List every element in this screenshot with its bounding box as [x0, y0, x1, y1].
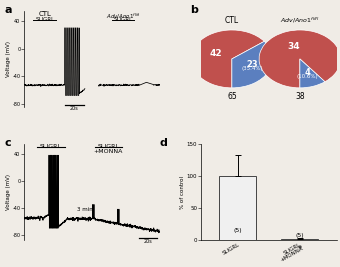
Text: $Adv/Ano1^{fl/fl}$: $Adv/Ano1^{fl/fl}$: [280, 16, 320, 25]
Y-axis label: Voltage (mV): Voltage (mV): [6, 174, 11, 210]
Text: 4: 4: [304, 68, 310, 77]
Text: CTL: CTL: [38, 11, 51, 17]
Wedge shape: [300, 59, 325, 88]
Y-axis label: Voltage (mV): Voltage (mV): [6, 41, 11, 77]
Text: 34: 34: [288, 42, 300, 51]
Text: a: a: [5, 5, 12, 15]
Text: 3 min: 3 min: [77, 207, 92, 212]
Text: SLIGRL: SLIGRL: [40, 144, 62, 150]
Text: 42: 42: [209, 49, 222, 58]
Y-axis label: % of control: % of control: [180, 176, 185, 209]
Text: b: b: [190, 5, 198, 15]
Text: SLIGRL: SLIGRL: [114, 17, 133, 22]
Text: $Adv/Ano1^{fl/fl}$: $Adv/Ano1^{fl/fl}$: [106, 11, 140, 21]
Text: (5): (5): [295, 233, 304, 238]
Bar: [281, 239, 318, 240]
Text: (35.4%): (35.4%): [241, 66, 263, 70]
Text: 23: 23: [246, 60, 258, 69]
Text: 20s: 20s: [70, 107, 79, 111]
Text: (5): (5): [233, 227, 242, 233]
Wedge shape: [232, 41, 273, 88]
Wedge shape: [259, 30, 340, 88]
Text: 20s: 20s: [144, 239, 153, 244]
Text: CTL: CTL: [225, 16, 239, 25]
Text: 38: 38: [295, 92, 305, 101]
Text: SLIGRL: SLIGRL: [97, 144, 119, 150]
Text: c: c: [5, 138, 11, 148]
Text: *: *: [298, 245, 302, 254]
Text: 65: 65: [227, 92, 237, 101]
Wedge shape: [191, 30, 264, 88]
Text: SLIGRL: SLIGRL: [35, 17, 54, 22]
Text: +MONNA: +MONNA: [94, 149, 123, 154]
Bar: [219, 176, 256, 240]
Text: (10.6%): (10.6%): [296, 74, 318, 78]
Text: d: d: [160, 138, 168, 148]
